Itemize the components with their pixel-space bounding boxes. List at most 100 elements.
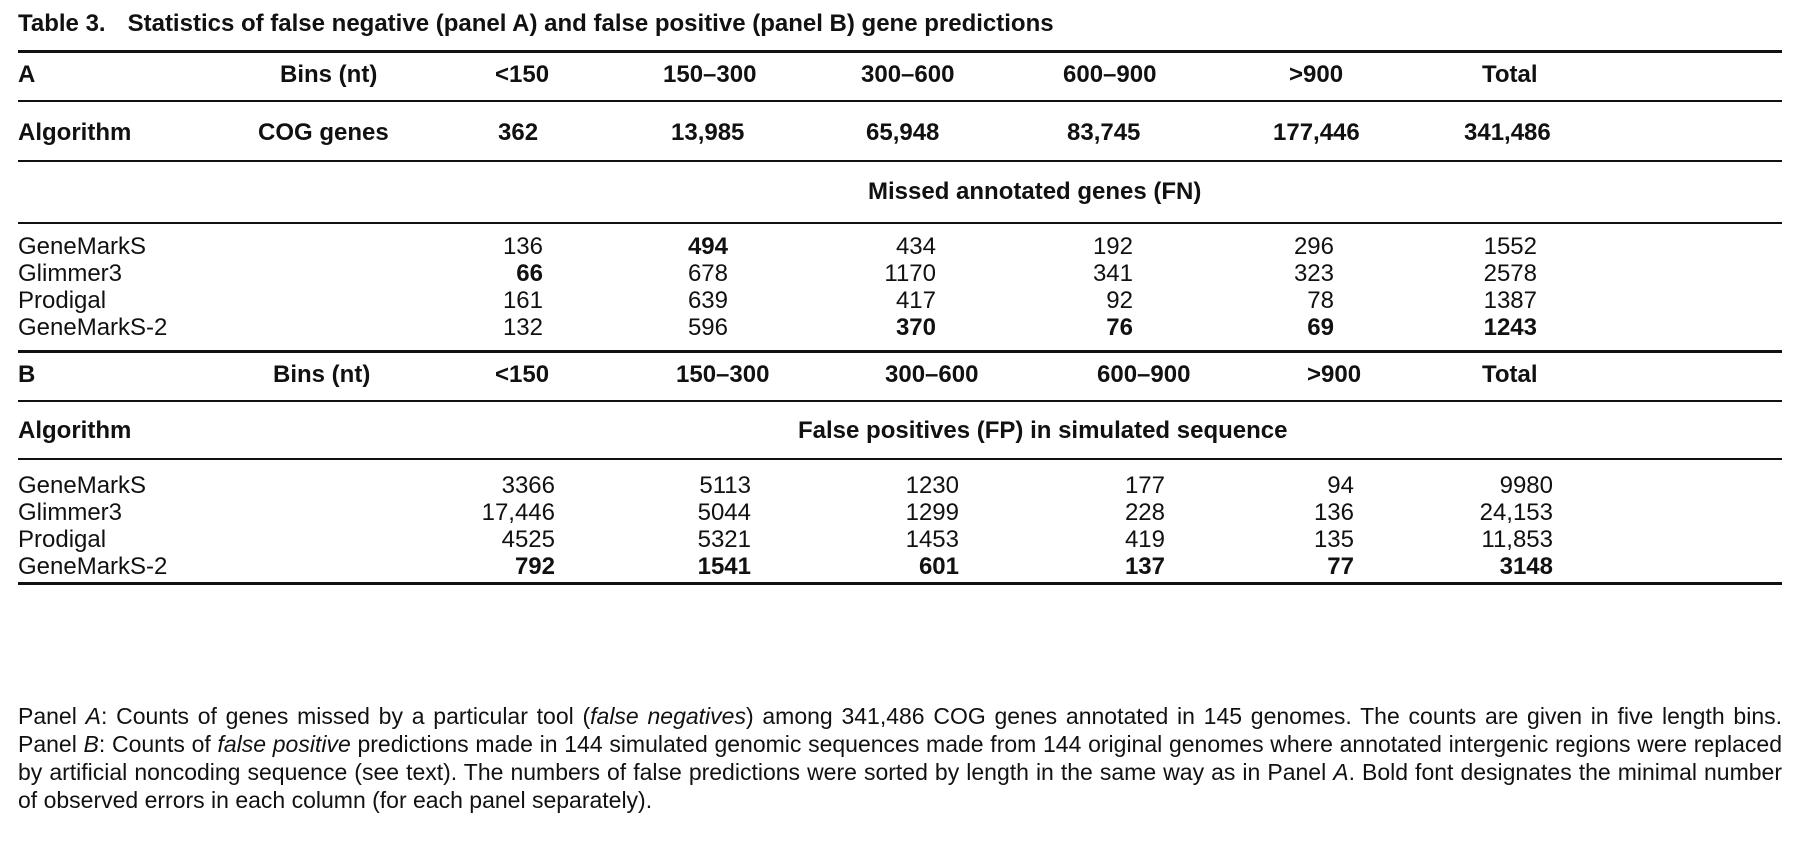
panel-a-bins-label: Bins (nt) (280, 61, 378, 88)
algorithm-name: Prodigal (18, 526, 107, 553)
table-caption: Table 3. Statistics of false negative (pa… (18, 10, 1054, 38)
panel-b-title-row: Algorithm False positives (FP) in simula… (18, 416, 1782, 446)
table-title: Statistics of false negative (panel A) a… (127, 10, 1054, 37)
rule-b-header (18, 400, 1782, 402)
panel-b-bin-5: >900 (1307, 361, 1362, 388)
panel-a-bin-4: 600–900 (1063, 61, 1157, 88)
table-cell: 296 (1293, 233, 1334, 260)
table-cell: 5321 (697, 526, 751, 553)
algorithm-name: GeneMarkS (18, 233, 147, 260)
cog-genes-label: COG genes (258, 119, 389, 146)
table-cell: 92 (1106, 287, 1133, 314)
panel-a-bin-5: >900 (1289, 61, 1344, 88)
panel-a-bin-2: 150–300 (663, 61, 757, 88)
panel-a-bin-1: <150 (495, 61, 550, 88)
algorithm-name: GeneMarkS-2 (18, 553, 168, 580)
table-cell: 1230 (905, 472, 959, 499)
table-cell: 1243 (1483, 314, 1537, 341)
table-cell: 3366 (501, 472, 555, 499)
table-cell: 601 (918, 553, 959, 580)
footnote-italic-a: A (85, 703, 101, 729)
panel-b-bin-4: 600–900 (1097, 361, 1191, 388)
table-row: Prodigal 161 639 417 92 78 1387 (18, 286, 1782, 316)
cog-count-bin-2: 13,985 (671, 119, 745, 146)
table-cell: 2578 (1483, 260, 1537, 287)
table-cell: 17,446 (481, 499, 555, 526)
table-cell: 639 (687, 287, 728, 314)
panel-b-bin-1: <150 (495, 361, 550, 388)
panel-b-algorithm-label: Algorithm (18, 417, 132, 444)
table-cell: 1387 (1483, 287, 1537, 314)
panel-a-header-row: A Bins (nt) <150 150–300 300–600 600–900… (18, 60, 1782, 90)
table-cell: 76 (1106, 314, 1133, 341)
table-cell: 5113 (699, 472, 751, 499)
footnote-text: predictions made in 144 simulated genomi… (18, 731, 1783, 785)
table-cell: 135 (1313, 526, 1354, 553)
panel-a-total-label: Total (1482, 61, 1538, 88)
table-cell: 69 (1307, 314, 1334, 341)
table-cell: 66 (516, 260, 543, 287)
table-cell: 419 (1124, 526, 1165, 553)
cog-count-bin-3: 65,948 (866, 119, 940, 146)
table-cell: 1453 (905, 526, 959, 553)
table-cell: 5044 (697, 499, 751, 526)
table-row: GeneMarkS-2 792 1541 601 137 77 3148 (18, 552, 1782, 582)
footnote-text: : Counts of (98, 731, 218, 757)
table-cell: 177 (1124, 472, 1165, 499)
panel-a-section-title: Missed annotated genes (FN) (868, 178, 1202, 205)
table-cell: 94 (1327, 472, 1354, 499)
cog-count-total: 341,486 (1464, 119, 1551, 146)
table-cell: 4525 (501, 526, 555, 553)
footnote-text: Panel (18, 703, 86, 729)
footnote-italic-a: A (1333, 759, 1349, 785)
table-cell: 323 (1293, 260, 1334, 287)
table-cell: 136 (1313, 499, 1354, 526)
table-row: Prodigal 4525 5321 1453 419 135 11,853 (18, 525, 1782, 555)
footnote-italic-b: B (83, 731, 99, 757)
algorithm-name: Glimmer3 (18, 499, 123, 526)
table-cell: 417 (895, 287, 936, 314)
cog-count-bin-4: 83,745 (1067, 119, 1141, 146)
table-cell: 434 (895, 233, 936, 260)
rule-a-header (18, 100, 1782, 102)
panel-a-letter: A (18, 61, 36, 88)
table-row: Glimmer3 17,446 5044 1299 228 136 24,153 (18, 498, 1782, 528)
table-cell: 192 (1092, 233, 1133, 260)
algorithm-name: GeneMarkS (18, 472, 147, 499)
panel-b-header-row: B Bins (nt) <150 150–300 300–600 600–900… (18, 360, 1782, 390)
table-cell: 9980 (1499, 472, 1553, 499)
rule-top (18, 50, 1782, 53)
rule-bottom (18, 582, 1782, 585)
table-row: GeneMarkS 3366 5113 1230 177 94 9980 (18, 471, 1782, 501)
table-label: Table 3. (18, 10, 106, 37)
rule-a-section (18, 222, 1782, 224)
cog-count-bin-1: 362 (498, 119, 539, 146)
footnote-text: . Bold font designates the minimal numbe… (18, 759, 1782, 813)
cog-count-bin-5: 177,446 (1273, 119, 1360, 146)
algorithm-name: Glimmer3 (18, 260, 123, 287)
table-cell: 3148 (1499, 553, 1553, 580)
table-cell: 494 (687, 233, 728, 260)
rule-panel-split (18, 350, 1782, 353)
panel-b-bin-2: 150–300 (676, 361, 770, 388)
table-cell: 132 (502, 314, 543, 341)
table-cell: 1552 (1483, 233, 1537, 260)
table-cell: 228 (1124, 499, 1165, 526)
table-cell: 370 (895, 314, 936, 341)
panel-a-algorithm-label: Algorithm (18, 119, 132, 146)
panel-b-bin-3: 300–600 (885, 361, 979, 388)
panel-b-section-title: False positives (FP) in simulated sequen… (798, 417, 1288, 444)
algorithm-name: GeneMarkS-2 (18, 314, 168, 341)
table-cell: 78 (1307, 287, 1334, 314)
table-cell: 1170 (884, 260, 936, 287)
table-cell: 11,853 (1481, 526, 1553, 553)
table-cell: 136 (502, 233, 543, 260)
footnote-italic-false-positive: false positive (217, 731, 351, 757)
table-row: GeneMarkS 136 494 434 192 296 1552 (18, 232, 1782, 262)
table-cell: 596 (687, 314, 728, 341)
panel-a-bin-3: 300–600 (861, 61, 955, 88)
table-cell: 792 (514, 553, 555, 580)
table-cell: 678 (687, 260, 728, 287)
rule-b-section (18, 458, 1782, 460)
table-row: GeneMarkS-2 132 596 370 76 69 1243 (18, 313, 1782, 343)
